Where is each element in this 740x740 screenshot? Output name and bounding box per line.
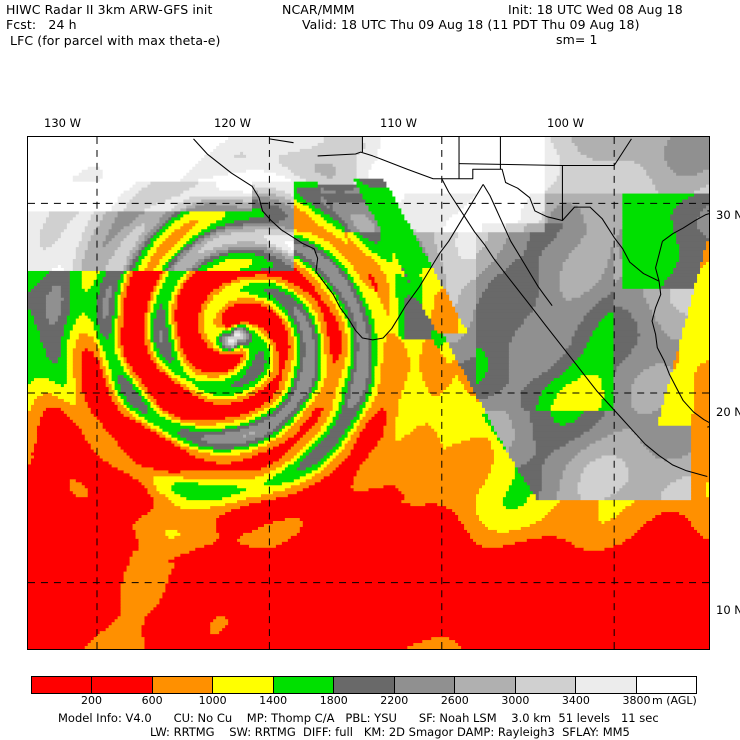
smoothing-label: sm= 1: [556, 32, 598, 47]
colorbar-segment-4: [273, 677, 335, 693]
colorbar-unit-label: m (AGL): [652, 694, 697, 707]
colorbar-tick-2200: 2200: [380, 694, 409, 707]
colorbar[interactable]: 200 600 1000 1400 1800 2200 2600 3000 3400 3800: [31, 676, 697, 707]
colorbar-segment-3: [213, 677, 274, 693]
chart-header: HIWC Radar II 3km ARW-GFS init NCAR/MMM …: [0, 0, 740, 56]
init-time-label: Init: 18 UTC Wed 08 Aug 18: [508, 2, 683, 17]
map-svg: [28, 137, 709, 649]
map-frame: [27, 136, 710, 650]
colorbar-segment-7: [455, 677, 516, 693]
colorbar-tick-labels: 200 600 1000 1400 1800 2200 2600 3000 3400 3800: [31, 694, 697, 708]
colorbar-tick-2600: 2600: [440, 694, 469, 707]
map-panel[interactable]: [27, 136, 710, 650]
colorbar-tick-1000: 1000: [198, 694, 227, 707]
lfc-heatmap-canvas: [28, 137, 709, 649]
model-title: HIWC Radar II 3km ARW-GFS init: [6, 2, 213, 17]
model-info-footer: Model Info: V4.0 CU: No Cu MP: Thomp C/A…: [0, 711, 740, 740]
lat-tick-10n: 10 N: [716, 603, 740, 617]
colorbar-tick-3400: 3400: [561, 694, 590, 707]
colorbar-tick-1400: 1400: [259, 694, 288, 707]
colorbar-segment-9: [576, 677, 637, 693]
colorbar-segment-0: [32, 677, 93, 693]
forecast-hour-label: Fcst: 24 h: [6, 17, 77, 32]
lon-tick-120w: 120 W: [214, 116, 251, 130]
model-info-row-2: LW: RRTMG SW: RRTMG DIFF: full KM: 2D Sm…: [150, 725, 630, 739]
colorbar-tick-1800: 1800: [319, 694, 348, 707]
colorbar-segment-8: [515, 677, 577, 693]
colorbar-strip: [31, 676, 697, 694]
colorbar-segment-5: [334, 677, 395, 693]
colorbar-tick-3800: 3800: [622, 694, 651, 707]
colorbar-tick-3000: 3000: [501, 694, 530, 707]
colorbar-segment-2: [152, 677, 214, 693]
colorbar-tick-200: 200: [81, 694, 103, 707]
institution-label: NCAR/MMM: [282, 2, 355, 17]
colorbar-segment-1: [92, 677, 153, 693]
model-info-row-1: Model Info: V4.0 CU: No Cu MP: Thomp C/A…: [58, 711, 659, 725]
colorbar-segment-10: [636, 677, 696, 693]
colorbar-tick-600: 600: [141, 694, 163, 707]
lat-tick-30n: 30 N: [716, 208, 740, 222]
valid-time-label: Valid: 18 UTC Thu 09 Aug 18 (11 PDT Thu …: [302, 17, 640, 32]
lon-tick-110w: 110 W: [380, 116, 417, 130]
colorbar-segment-6: [394, 677, 456, 693]
lon-tick-100w: 100 W: [547, 116, 584, 130]
field-name-label: LFC (for parcel with max theta-e): [10, 33, 221, 48]
lon-tick-130w: 130 W: [44, 116, 81, 130]
lat-tick-20n: 20 N: [716, 405, 740, 419]
